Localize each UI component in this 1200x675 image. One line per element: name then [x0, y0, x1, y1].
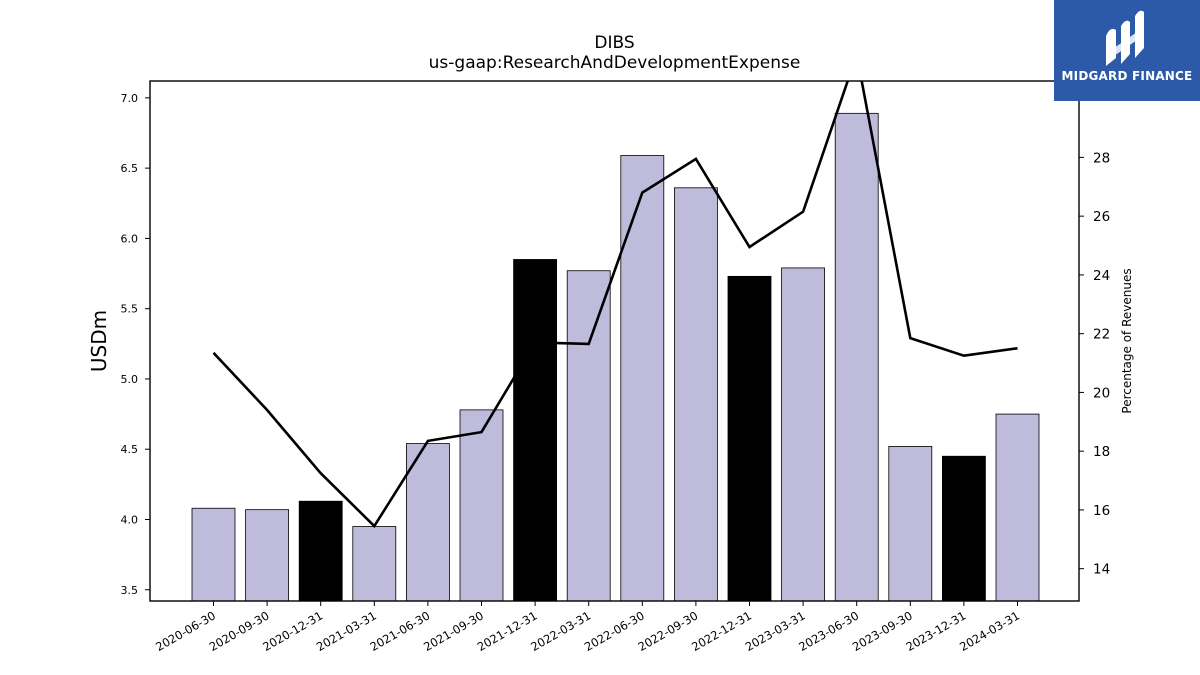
x-tick-label: 2020-06-30	[153, 608, 218, 654]
bar-2020-12-31	[298, 500, 343, 601]
y-tick-label: 5.0	[121, 373, 139, 386]
y-tick-label: 4.5	[121, 443, 139, 456]
bar-2022-09-30	[674, 187, 718, 601]
y2-tick-label: 20	[1093, 385, 1110, 401]
percentage-line	[212, 81, 1018, 529]
y-axis-label: USDm	[87, 310, 111, 372]
y-tick-label: 6.5	[121, 162, 139, 175]
y2-axis-label: Percentage of Revenues	[1120, 268, 1134, 413]
y2-tick-label: 14	[1093, 562, 1110, 578]
y-tick-label: 5.5	[121, 303, 139, 316]
logo-text: MIDGARD FINANCE	[1061, 69, 1193, 83]
y-tick-label: 4.0	[121, 513, 139, 526]
x-tick-label: 2021-09-30	[421, 608, 486, 654]
x-tick-label: 2020-12-31	[260, 608, 325, 654]
y2-tick-label: 26	[1093, 209, 1110, 225]
x-tick-label: 2023-06-30	[796, 608, 861, 654]
y-tick-label: 6.0	[121, 232, 139, 245]
x-tick-label: 2022-12-31	[689, 608, 754, 654]
bar-2023-03-31	[781, 267, 825, 601]
y2-tick-label: 24	[1093, 268, 1110, 284]
bar-2021-12-31	[513, 259, 557, 601]
y-tick-label: 7.0	[121, 92, 139, 105]
bar-2022-12-31	[727, 275, 772, 601]
bar-2024-03-31	[995, 413, 1040, 601]
bar-2021-03-31	[352, 526, 397, 601]
bar-2023-12-31	[942, 455, 986, 601]
bar-2021-06-30	[405, 443, 450, 601]
y2-tick-label: 22	[1093, 327, 1110, 343]
x-tick-label: 2021-06-30	[368, 608, 433, 654]
bar-2023-09-30	[888, 446, 933, 601]
bar-2021-09-30	[459, 409, 504, 601]
y-tick-label: 3.5	[121, 584, 139, 597]
x-tick-label: 2022-03-31	[528, 608, 593, 654]
x-tick-label: 2022-09-30	[636, 608, 701, 654]
midgard-logo-icon	[1106, 10, 1144, 66]
x-tick-label: 2022-06-30	[582, 608, 647, 654]
x-tick-label: 2021-12-31	[475, 608, 540, 654]
chart-title: DIBS	[594, 33, 635, 53]
bar-2023-06-30	[834, 112, 879, 601]
plot-frame	[149, 80, 1080, 602]
bar-2022-03-31	[566, 270, 611, 601]
x-tick-label: 2021-03-31	[314, 608, 379, 654]
midgard-finance-logo: MIDGARD FINANCE	[1054, 0, 1200, 101]
y2-tick-label: 16	[1093, 503, 1110, 519]
bar-2020-06-30	[191, 507, 236, 601]
bar-2020-09-30	[245, 509, 290, 601]
y2-tick-label: 18	[1093, 444, 1110, 460]
x-tick-label: 2020-09-30	[207, 608, 272, 654]
y2-tick-label: 28	[1093, 150, 1110, 166]
x-tick-label: 2023-09-30	[850, 608, 915, 654]
x-tick-label: 2023-03-31	[743, 608, 808, 654]
chart-subtitle: us-gaap:ResearchAndDevelopmentExpense	[428, 53, 801, 73]
bar-2022-06-30	[620, 155, 665, 601]
x-tick-label: 2023-12-31	[904, 608, 969, 654]
x-tick-label: 2024-03-31	[957, 608, 1022, 654]
